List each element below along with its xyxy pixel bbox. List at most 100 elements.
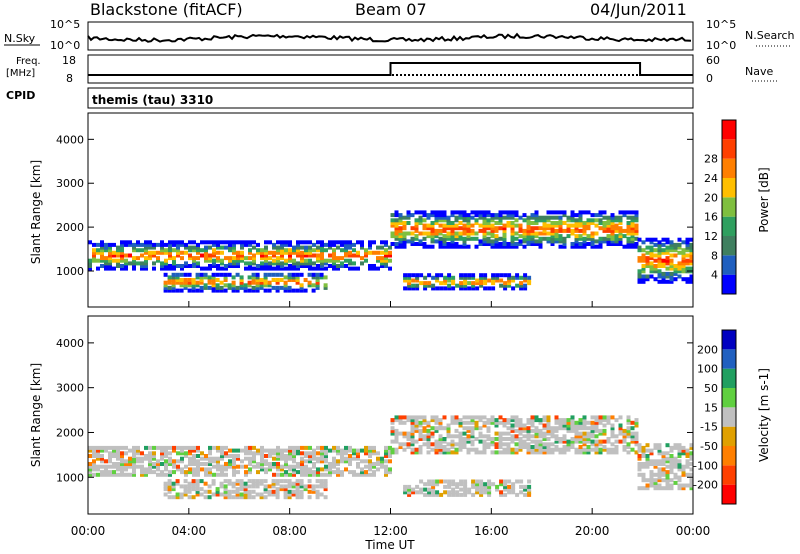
velocity-cell (299, 484, 304, 489)
velocity-cell (490, 437, 495, 441)
power-cell (526, 218, 531, 223)
velocity-cell (191, 495, 196, 500)
power-cell (653, 242, 658, 247)
velocity-cell (388, 451, 392, 456)
power-cell (442, 234, 447, 239)
velocity-cell (479, 487, 484, 492)
velocity-cell (450, 442, 455, 447)
velocity-cell (300, 459, 304, 464)
velocity-cell (280, 448, 284, 453)
velocity-cell (256, 464, 260, 469)
velocity-cell (530, 434, 535, 439)
power-cell (578, 228, 583, 233)
velocity-cell (574, 437, 579, 441)
power-cell (542, 221, 547, 225)
power-cell (263, 278, 268, 282)
velocity-cell (188, 462, 192, 466)
velocity-cell (586, 420, 591, 425)
power-cell (657, 242, 662, 247)
velocity-cell (92, 472, 96, 477)
velocity-cell (490, 415, 495, 420)
power-cell (443, 281, 448, 286)
velocity-cell (546, 418, 551, 423)
power-cell (507, 281, 512, 286)
power-cell (442, 239, 447, 244)
power-cell (641, 256, 646, 261)
velocity-cell (542, 431, 547, 436)
velocity-cell (296, 464, 300, 469)
velocity-cell (227, 481, 232, 486)
velocity-cell (390, 447, 395, 452)
power-cell (554, 236, 559, 241)
power-cell (673, 266, 678, 271)
power-cell (630, 226, 635, 231)
power-cell (276, 250, 280, 255)
power-cell (183, 285, 188, 290)
power-cell (344, 240, 348, 245)
velocity-cell (108, 451, 112, 456)
power-cell (681, 277, 686, 282)
velocity-cell (458, 434, 463, 439)
velocity-cell (292, 459, 296, 464)
velocity-cell (475, 487, 480, 492)
power-cell (211, 280, 216, 285)
power-cell (614, 234, 619, 239)
power-cell (124, 258, 128, 263)
power-cell (418, 242, 423, 246)
power-cell (300, 261, 304, 266)
power-cell (240, 258, 244, 263)
power-cell (574, 234, 579, 239)
velocity-cell (324, 472, 328, 477)
power-cell (232, 248, 236, 253)
velocity-cell (403, 484, 408, 489)
power-cell (522, 213, 527, 218)
power-cell (380, 256, 384, 261)
velocity-cell (336, 467, 340, 472)
power-cell (653, 248, 658, 253)
power-cell (224, 240, 228, 245)
velocity-cell (582, 423, 587, 428)
power-cell (618, 242, 623, 246)
power-cell (510, 236, 515, 241)
power-cell (522, 239, 527, 244)
power-cell (511, 278, 516, 283)
velocity-cell (482, 450, 487, 455)
velocity-cell (434, 445, 439, 449)
power-cell (634, 210, 639, 215)
power-cell (614, 223, 619, 228)
velocity-cell (348, 448, 352, 453)
power-cell (328, 258, 332, 263)
velocity-cell (630, 439, 635, 444)
velocity-cell (510, 426, 515, 431)
velocity-cell (622, 437, 627, 441)
velocity-colorbar-swatch (722, 484, 736, 504)
power-cell (299, 288, 304, 293)
velocity-colorbar-tick: -100 (693, 459, 718, 472)
power-cell (653, 266, 658, 271)
power-cell (685, 237, 690, 242)
power-cell (653, 269, 658, 274)
power-cell (384, 242, 388, 247)
power-cell (458, 215, 463, 220)
power-cell (414, 223, 419, 228)
velocity-cell (388, 448, 392, 453)
power-cell (462, 226, 467, 231)
power-cell (467, 275, 472, 280)
velocity-cell (252, 456, 256, 461)
power-cell (288, 240, 292, 245)
power-cell (344, 245, 348, 250)
power-cell (590, 231, 595, 236)
velocity-cell (128, 462, 132, 466)
power-cell (163, 280, 168, 285)
velocity-cell (622, 434, 627, 439)
velocity-cell (598, 439, 603, 444)
velocity-cell (518, 437, 523, 441)
velocity-cell (637, 472, 642, 477)
velocity-cell (598, 418, 603, 423)
power-cell (502, 215, 507, 220)
velocity-cell (348, 454, 352, 458)
power-cell (590, 213, 595, 218)
velocity-cell (582, 437, 587, 441)
velocity-cell (606, 437, 611, 441)
power-cell (451, 275, 456, 280)
